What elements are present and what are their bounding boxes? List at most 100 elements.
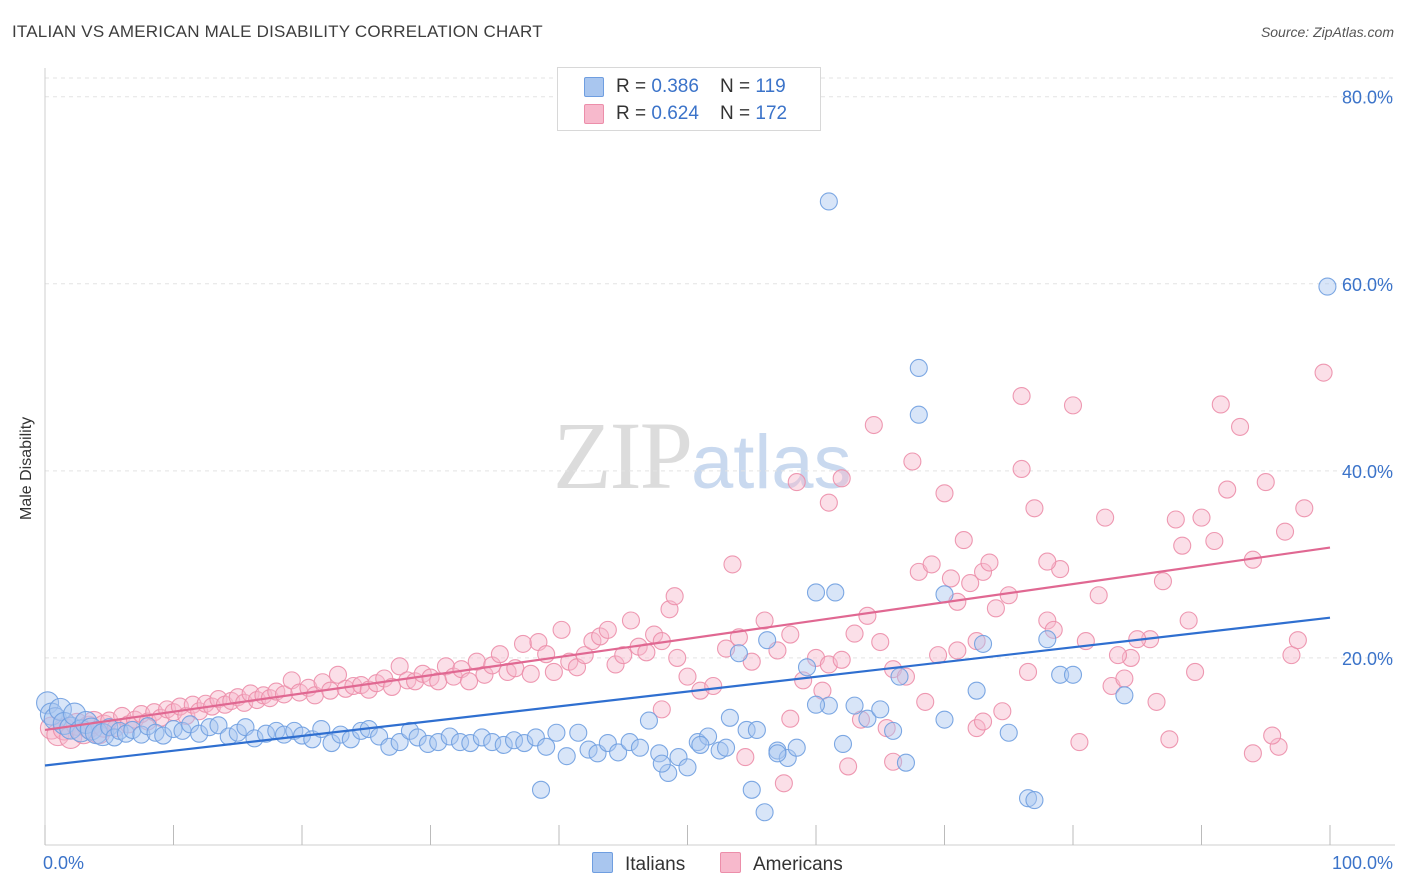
- y-tick-label: 60.0%: [1342, 275, 1393, 295]
- italians-point: [190, 724, 209, 743]
- americans-point: [999, 586, 1018, 605]
- italians-point: [909, 358, 928, 378]
- italians-trend-line: [44, 616, 1331, 767]
- italians-point: [164, 719, 183, 739]
- bottom-legend-label-italians: Italians: [625, 854, 686, 875]
- americans-point: [967, 719, 986, 738]
- americans-point: [1275, 522, 1295, 541]
- americans-point: [916, 692, 935, 711]
- americans-point: [993, 702, 1012, 721]
- italians-point: [659, 763, 678, 783]
- italians-point: [472, 728, 491, 747]
- y-tick-label: 80.0%: [1342, 88, 1393, 108]
- americans-point: [781, 709, 800, 728]
- legend-swatch-italians: [584, 77, 604, 97]
- italians-point: [256, 724, 276, 743]
- americans-point: [1295, 499, 1314, 518]
- americans-point: [1256, 473, 1275, 492]
- italians-point: [729, 644, 748, 663]
- italians-point: [380, 737, 399, 756]
- americans-point: [1186, 662, 1205, 682]
- americans-point: [328, 665, 348, 684]
- americans-point: [1166, 510, 1185, 529]
- americans-point: [973, 562, 993, 581]
- italians-point: [200, 718, 219, 737]
- source-label: Source: ZipAtlas.com: [1260, 24, 1394, 40]
- americans-point: [1192, 508, 1211, 527]
- americans-point: [668, 648, 687, 667]
- bottom-legend-italians[interactable]: Italians: [592, 852, 685, 876]
- italians-point: [1115, 686, 1134, 705]
- americans-point: [986, 599, 1005, 618]
- italians-point: [639, 711, 659, 730]
- legend-n-value: 172: [755, 103, 788, 124]
- italians-point: [504, 731, 524, 750]
- italians-point: [557, 747, 576, 766]
- legend-r-label: R =: [616, 103, 652, 124]
- italians-point: [758, 631, 777, 650]
- italians-point: [650, 744, 669, 763]
- americans-point: [871, 632, 890, 652]
- italians-point: [797, 658, 817, 677]
- italians-point: [209, 716, 228, 735]
- americans-point: [475, 665, 494, 684]
- italians-point: [688, 733, 707, 752]
- italians-point: [669, 748, 688, 767]
- americans-point: [961, 574, 980, 593]
- italians-point: [768, 744, 787, 763]
- italians-point: [755, 803, 774, 822]
- americans-point: [1044, 620, 1063, 639]
- americans-point: [1263, 726, 1282, 745]
- correlation-legend: R = 0.386 N = 119 R = 0.624 N = 172: [557, 67, 821, 131]
- italians-point: [1018, 789, 1038, 808]
- americans-point: [723, 555, 742, 574]
- italians-point: [620, 733, 639, 752]
- americans-point: [736, 748, 755, 767]
- americans-point: [1012, 386, 1031, 406]
- americans-point: [606, 655, 625, 674]
- legend-n-label: N =: [720, 103, 756, 124]
- italians-point: [806, 695, 826, 714]
- americans-point: [1231, 417, 1250, 436]
- americans-point: [652, 700, 671, 719]
- americans-point: [513, 634, 533, 653]
- italians-point: [598, 733, 617, 753]
- bottom-legend-americans[interactable]: Americans: [720, 852, 843, 876]
- italians-point: [742, 780, 761, 799]
- italians-point: [720, 708, 739, 727]
- americans-point: [832, 650, 851, 669]
- legend-n-value: 119: [755, 76, 786, 97]
- americans-point: [1096, 508, 1115, 527]
- americans-point: [390, 657, 409, 676]
- italians-point: [1063, 665, 1083, 684]
- italians-point: [716, 738, 736, 757]
- italians-point: [890, 667, 909, 686]
- italians-point: [819, 696, 838, 715]
- italians-point: [652, 754, 671, 773]
- americans-point: [490, 645, 509, 664]
- bottom-legend-swatch-italians: [592, 852, 613, 873]
- italians-point: [826, 583, 845, 602]
- italians-point: [871, 700, 890, 719]
- italians-point: [858, 709, 877, 728]
- italians-point: [819, 192, 838, 211]
- italians-point: [48, 697, 72, 721]
- chart-title: ITALIAN VS AMERICAN MALE DISABILITY CORR…: [12, 22, 543, 41]
- americans-point: [1160, 730, 1179, 749]
- americans-point: [1218, 480, 1237, 499]
- bottom-legend-label-americans: Americans: [753, 854, 843, 875]
- legend-r-value: 0.386: [651, 76, 699, 97]
- americans-point: [598, 620, 617, 639]
- y-tick-label: 20.0%: [1342, 649, 1393, 669]
- italians-point: [408, 728, 427, 747]
- americans-point: [922, 555, 941, 574]
- italians-point: [138, 717, 157, 736]
- italians-point: [909, 405, 928, 424]
- americans-point: [839, 757, 858, 776]
- italians-point: [483, 733, 502, 752]
- italians-point: [884, 721, 903, 740]
- italians-point: [747, 720, 766, 740]
- americans-point: [832, 469, 851, 488]
- americans-point: [774, 774, 793, 793]
- americans-point: [884, 752, 903, 771]
